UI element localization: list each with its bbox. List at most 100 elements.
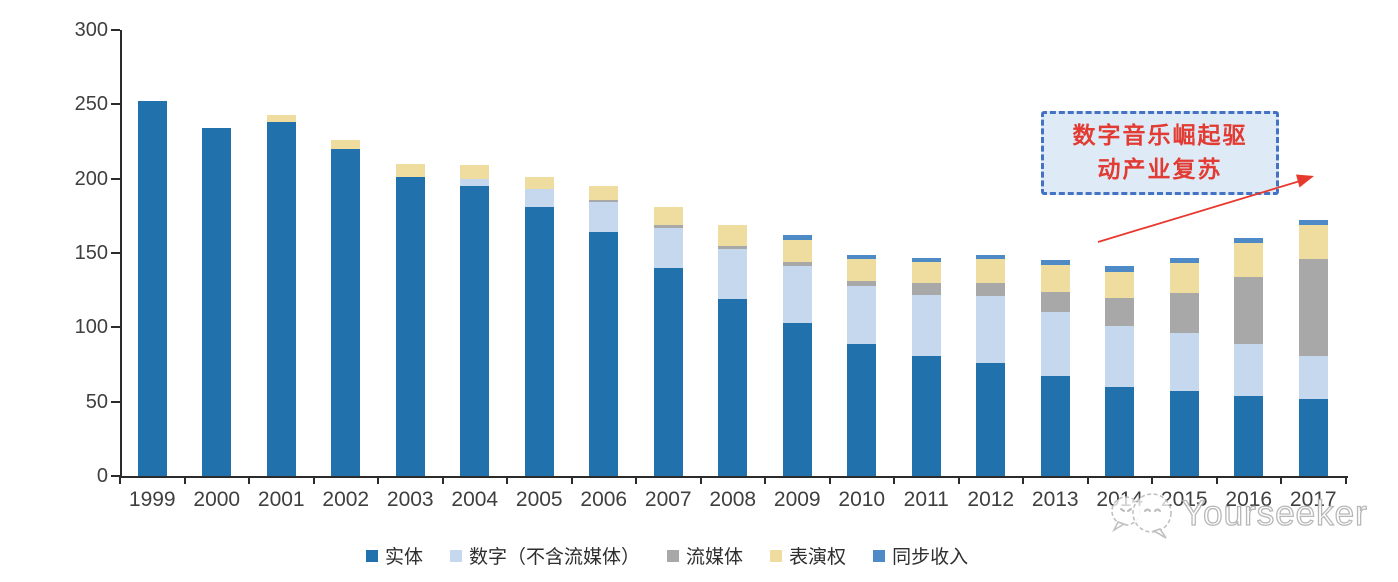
bar-segment [1105, 325, 1135, 387]
legend-swatch-streaming-icon [667, 549, 680, 562]
y-axis-tick [111, 400, 120, 403]
bar-2008 [718, 224, 748, 476]
bar-2017 [1298, 220, 1328, 476]
legend-swatch-performance-icon [770, 549, 783, 562]
bar-segment [782, 261, 812, 267]
watermark-text: Yourseeker [1181, 493, 1368, 533]
bar-segment [589, 232, 619, 476]
chat-bubbles-mascot-icon [1111, 493, 1172, 539]
bar-segment [653, 206, 683, 225]
bar-segment [1040, 291, 1070, 313]
bar-segment [1105, 266, 1135, 273]
bar-segment [911, 294, 941, 356]
y-axis-tick [111, 29, 120, 31]
legend-label-performance: 表演权 [789, 547, 847, 568]
y-axis-tick [111, 252, 120, 254]
bar-segment [1169, 263, 1199, 294]
bar-segment [395, 177, 425, 476]
y-axis-line [120, 30, 122, 476]
bar-segment [847, 281, 877, 286]
bar-segment [1298, 224, 1328, 259]
bar-segment [653, 227, 683, 268]
bar-segment [976, 363, 1006, 476]
bar-segment [976, 258, 1006, 283]
legend-swatch-digital-icon [450, 549, 463, 562]
x-axis-label-2010: 2010 [838, 488, 886, 511]
bar-segment [460, 186, 490, 476]
legend-swatch-physical-icon [366, 549, 378, 562]
bar-segment [1234, 238, 1264, 243]
x-axis-tick [699, 477, 702, 484]
bar-segment [782, 239, 812, 262]
bar-segment [1234, 242, 1264, 277]
bar-segment [976, 254, 1006, 259]
bar-2013 [1040, 260, 1070, 476]
x-axis-tick [1022, 477, 1024, 484]
bar-segment [1105, 272, 1135, 298]
bar-segment [653, 224, 683, 228]
bar-segment [976, 282, 1006, 297]
y-axis-label: 150 [74, 242, 108, 264]
bar-segment [1234, 276, 1264, 344]
bar-2011 [911, 257, 941, 476]
x-axis-label-2015: 2015 [1160, 488, 1208, 511]
legend-item-digital: 数字（不含流媒体） [450, 542, 640, 569]
y-axis-tick [111, 177, 120, 180]
bar-2012 [976, 254, 1006, 476]
bar-2000 [202, 128, 232, 476]
x-axis-tick [1280, 477, 1282, 484]
x-axis-tick [248, 477, 250, 484]
x-axis-tick [312, 477, 315, 484]
bar-2016 [1234, 238, 1264, 476]
y-axis-label: 250 [74, 93, 108, 116]
x-axis-label-2017: 2017 [1289, 488, 1337, 511]
bar-segment [782, 235, 812, 240]
bar-segment [1298, 398, 1328, 476]
bar-2004 [460, 165, 490, 476]
bar-segment [1169, 293, 1199, 334]
x-axis-tick [764, 477, 766, 484]
bar-segment [911, 261, 941, 283]
bar-segment [718, 224, 748, 246]
legend-label-streaming: 流媒体 [686, 547, 744, 568]
legend-swatch-sync-icon [873, 549, 886, 562]
bar-segment [1298, 258, 1328, 356]
x-axis-tick [635, 477, 637, 484]
x-axis-label-2016: 2016 [1225, 488, 1273, 511]
bar-segment [1169, 257, 1199, 264]
x-axis-tick [377, 477, 379, 484]
x-axis-label-2005: 2005 [515, 488, 563, 511]
bar-segment [331, 148, 361, 476]
x-axis-tick [1086, 477, 1089, 484]
y-axis-tick [111, 475, 120, 477]
annotation-text-line2: 动产业复苏 [1097, 157, 1223, 182]
x-axis-label-2006: 2006 [580, 488, 628, 511]
bar-segment [395, 163, 425, 178]
bar-2010 [847, 254, 877, 476]
bar-segment [266, 122, 296, 476]
bar-segment [524, 177, 554, 190]
bar-segment [1234, 343, 1264, 396]
bar-segment [589, 199, 619, 203]
x-axis-label-2004: 2004 [451, 488, 499, 511]
x-axis-label-2003: 2003 [386, 488, 434, 511]
bar-segment [1298, 355, 1328, 399]
annotation-arrow-icon [1097, 174, 1314, 243]
y-axis-label: 50 [85, 390, 108, 413]
bar-segment [331, 140, 361, 149]
bar-segment [1105, 386, 1135, 476]
y-axis-label: 200 [74, 167, 108, 190]
bar-segment [847, 258, 877, 282]
x-axis-tick [570, 477, 573, 484]
x-axis-tick [183, 477, 186, 484]
legend: 实体 数字（不含流媒体） 流媒体 表演权 同步收入 [366, 542, 968, 569]
bar-2003 [395, 163, 425, 476]
bar-segment [1298, 220, 1328, 225]
bar-segment [524, 189, 554, 207]
x-axis-label-2001: 2001 [257, 488, 305, 511]
bar-1999 [137, 101, 167, 476]
annotation-callout: 数字音乐崛起驱 动产业复苏 [1041, 111, 1279, 195]
bar-segment [589, 186, 619, 200]
x-axis-tick [1344, 477, 1347, 484]
legend-label-sync: 同步收入 [892, 547, 969, 568]
